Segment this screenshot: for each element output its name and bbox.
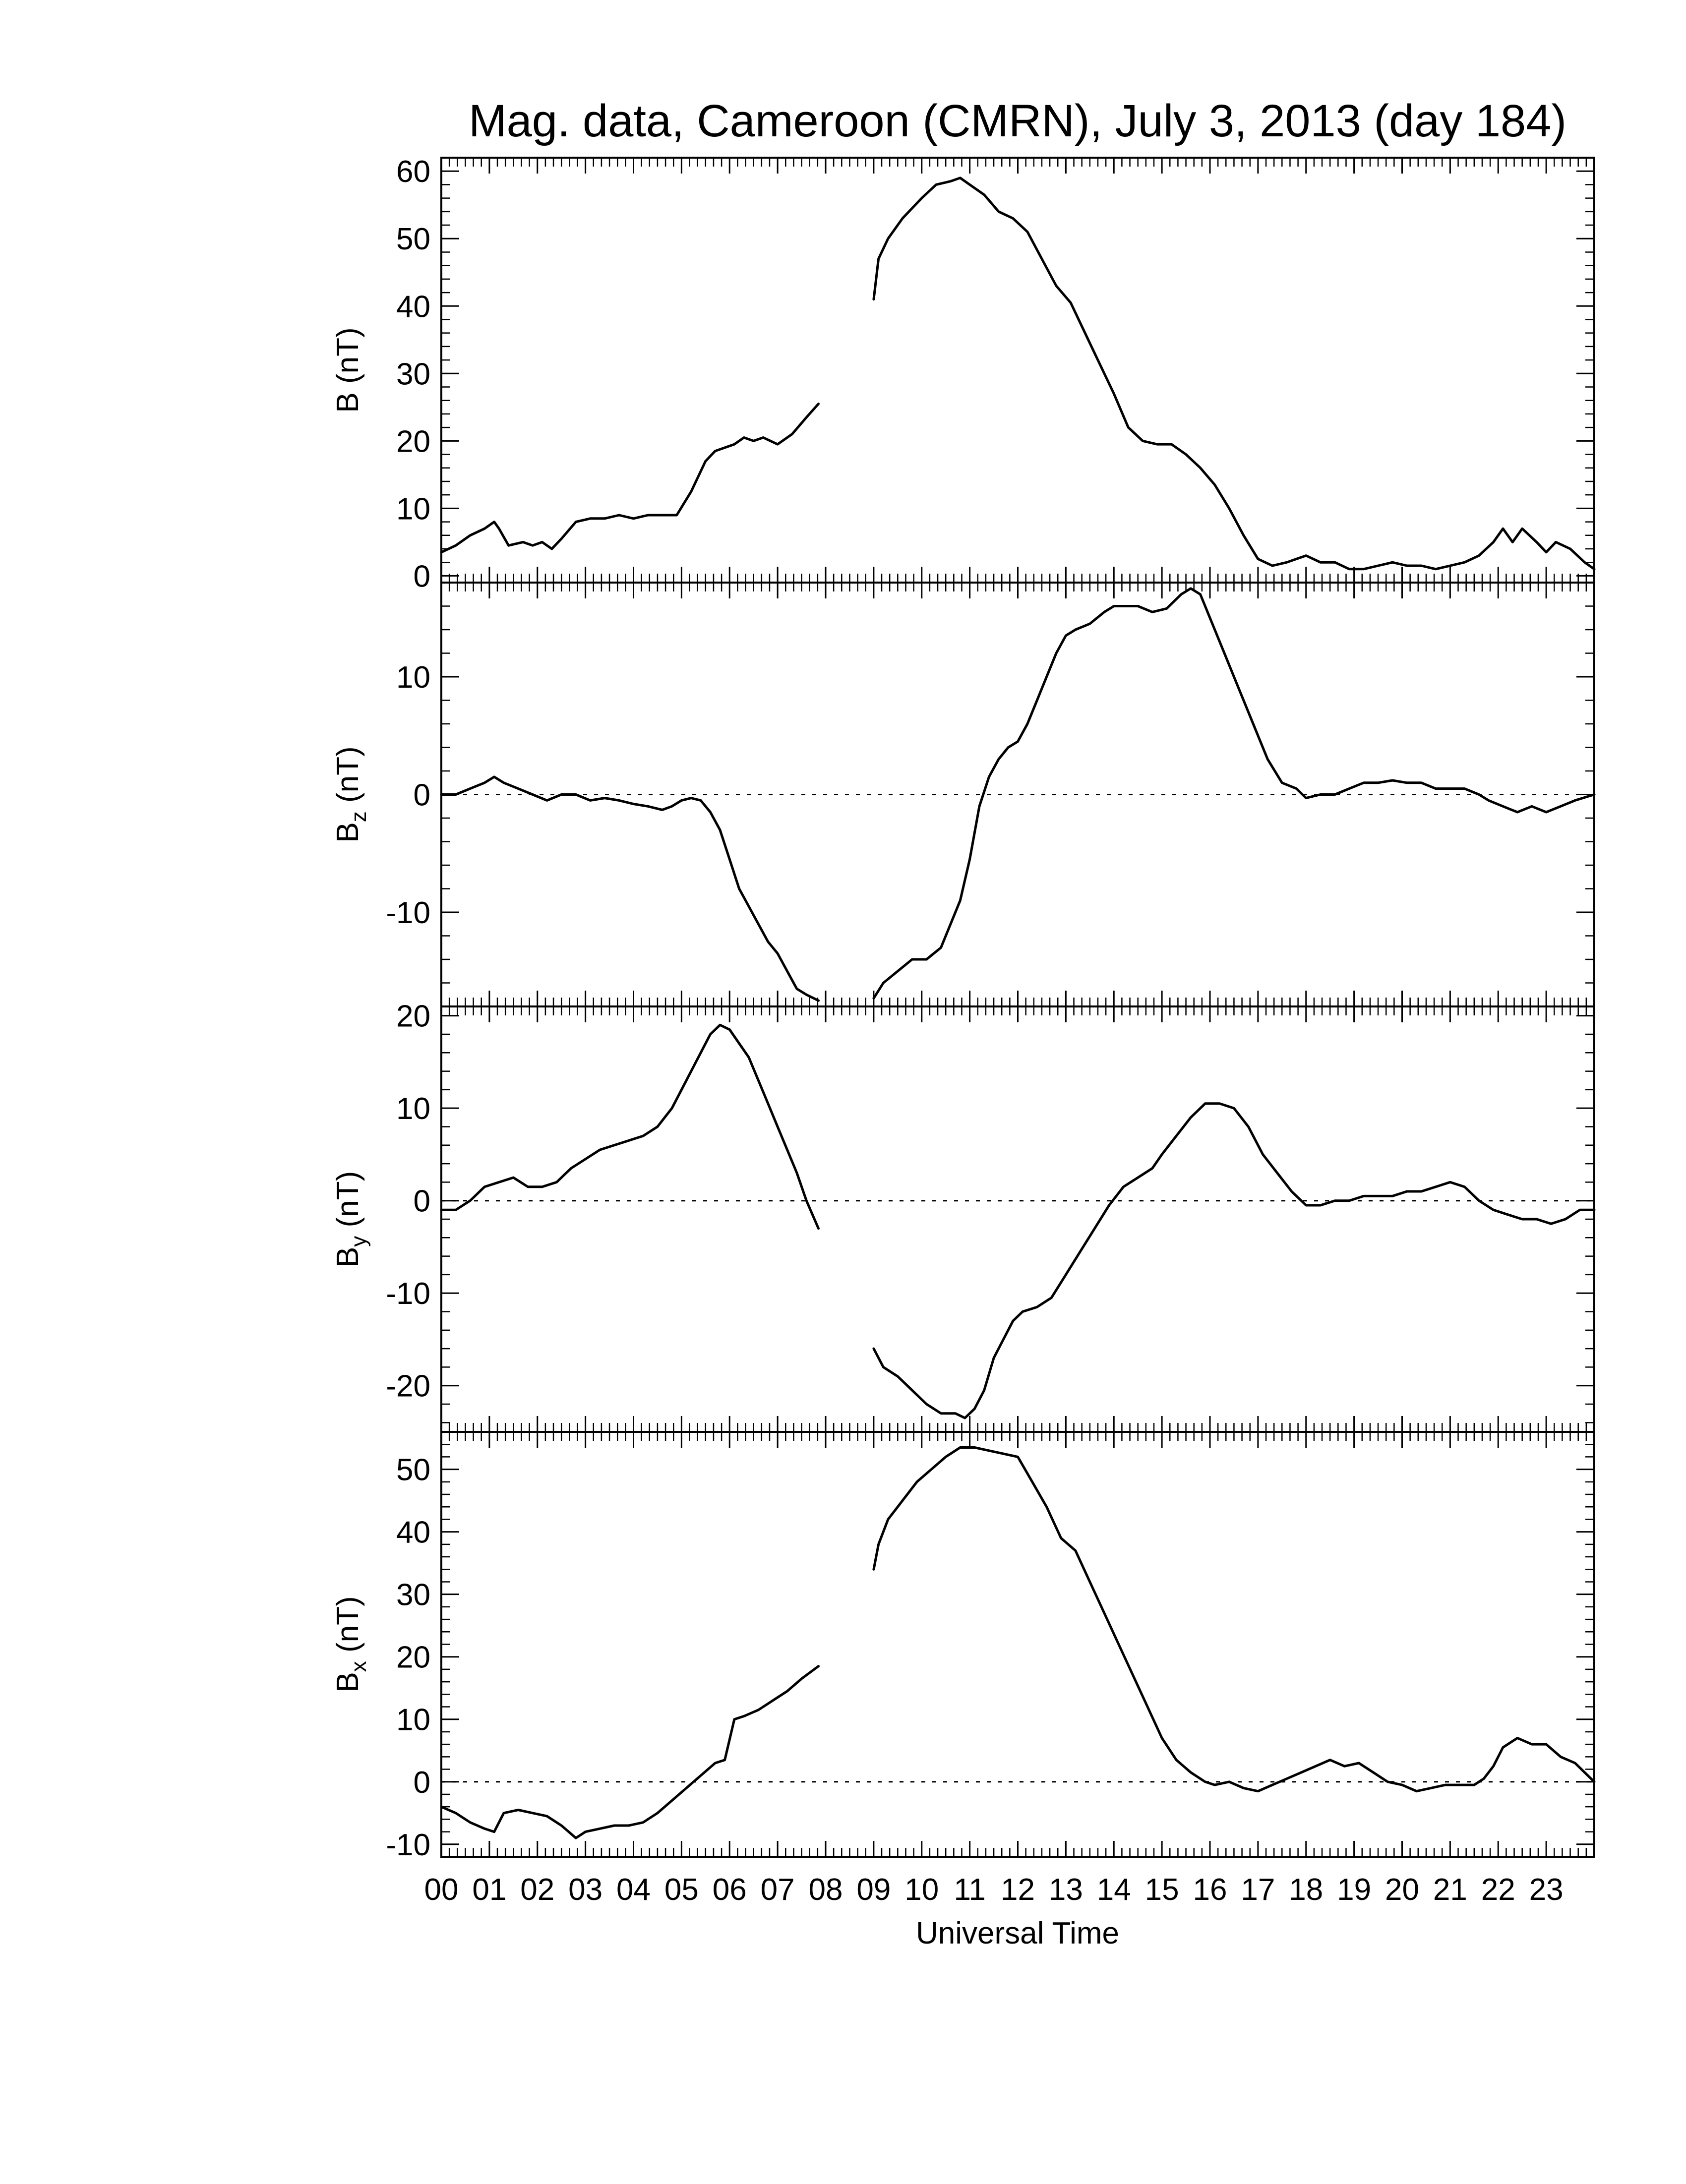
- y-label-main: B: [331, 1247, 365, 1267]
- series-line-By-2: [872, 1102, 1596, 1419]
- panel-By: -20 -10 0 10 20 By (nT): [331, 1000, 1596, 1433]
- x-tick-label: 06: [713, 1873, 747, 1907]
- y-label-unit: (nT): [331, 746, 365, 811]
- x-tick-label: 08: [809, 1873, 843, 1907]
- y-label-unit: (nT): [331, 327, 365, 392]
- series-line-Bx-1: [440, 1665, 820, 1839]
- y-axis-label: Bx (nT): [331, 1596, 371, 1692]
- x-tick-label: 19: [1337, 1873, 1371, 1907]
- y-tick-label: 20: [396, 1641, 430, 1675]
- x-tick-label: 10: [904, 1873, 939, 1907]
- y-tick-label: 30: [396, 1578, 430, 1612]
- x-tick-label: 17: [1241, 1873, 1275, 1907]
- y-tick-label: 0: [414, 1184, 430, 1219]
- y-tick-label: 20: [396, 424, 430, 459]
- y-axis-label: B (nT): [331, 327, 365, 413]
- y-tick-label: 0: [414, 559, 430, 593]
- panel-Bz: -10 0 10 Bz (nT): [331, 582, 1596, 1007]
- x-tick-label: 23: [1529, 1873, 1564, 1907]
- x-tick-label: 22: [1481, 1873, 1515, 1907]
- panel-frame: [440, 1005, 1595, 1433]
- x-tick-label: 01: [472, 1873, 506, 1907]
- y-label-sub: z: [347, 811, 371, 822]
- x-tick-label: 02: [520, 1873, 554, 1907]
- y-axis-label: By (nT): [331, 1171, 371, 1267]
- chart-title: Mag. data, Cameroon (CMRN), July 3, 2013…: [469, 96, 1566, 146]
- x-tick-label: 03: [568, 1873, 602, 1907]
- y-tick-label: 10: [396, 492, 430, 526]
- series-line-Bx-2: [872, 1446, 1596, 1793]
- panel-Bx: -10 0 10 20 30 40 50 Bx (nT): [331, 1431, 1596, 1862]
- y-label-unit: (nT): [331, 1171, 365, 1236]
- y-label-main: B: [331, 392, 365, 413]
- y-tick-label: 40: [396, 290, 430, 324]
- x-tick-label: 13: [1049, 1873, 1083, 1907]
- y-axis-label: Bz (nT): [331, 746, 371, 842]
- series-line-By-1: [440, 1023, 820, 1230]
- y-tick-label: 30: [396, 357, 430, 391]
- y-label-unit: (nT): [331, 1596, 365, 1661]
- y-tick-label: 10: [396, 1703, 430, 1737]
- series-line-B-2: [872, 177, 1596, 571]
- y-tick-label: 40: [396, 1516, 430, 1550]
- y-label-main: B: [331, 1672, 365, 1692]
- y-label-main: B: [331, 822, 365, 842]
- x-tick-label: 11: [954, 1873, 985, 1907]
- y-tick-label: 0: [414, 1766, 430, 1800]
- x-tick-label: 14: [1097, 1873, 1131, 1907]
- x-tick-label: 04: [616, 1873, 651, 1907]
- y-tick-label: 50: [396, 222, 430, 256]
- y-tick-label: -10: [386, 1828, 430, 1862]
- y-tick-label: 60: [396, 155, 430, 189]
- x-axis-label: Universal Time: [916, 1916, 1119, 1950]
- x-tick-label: 21: [1433, 1873, 1467, 1907]
- series-line-Bz-2: [872, 587, 1596, 1000]
- y-label-sub: x: [347, 1661, 371, 1672]
- x-axis: 00 01 02 03 04 05 06 07 08 09 10 11 12 13 14 15 16 17 18 19…: [424, 1873, 1564, 1907]
- panel-frame: [440, 1431, 1595, 1858]
- y-tick-label: 10: [396, 1092, 430, 1126]
- series-line-Bz-1: [440, 775, 820, 1002]
- panels: 0 10 20 30 40 50 60 B (nT) -10 0 10 Bz (nT) -20 -10 0 1…: [331, 155, 1596, 1862]
- series-line-B-1: [440, 403, 820, 554]
- x-tick-label: 09: [856, 1873, 891, 1907]
- y-tick-label: 20: [396, 1000, 430, 1034]
- x-tick-label: 20: [1385, 1873, 1419, 1907]
- y-tick-label: 10: [396, 660, 430, 695]
- x-tick-label: 07: [761, 1873, 795, 1907]
- x-tick-label: 15: [1145, 1873, 1179, 1907]
- y-tick-label: -10: [386, 896, 430, 930]
- x-tick-label: 12: [1001, 1873, 1035, 1907]
- x-tick-label: 16: [1193, 1873, 1227, 1907]
- y-tick-label: -10: [386, 1277, 430, 1311]
- panel-frame: [440, 582, 1595, 1007]
- panel-B: 0 10 20 30 40 50 60 B (nT): [331, 155, 1596, 593]
- x-tick-label: 00: [424, 1873, 459, 1907]
- y-tick-label: -20: [386, 1369, 430, 1404]
- x-tick-label: 18: [1289, 1873, 1323, 1907]
- y-tick-label: 0: [414, 778, 430, 813]
- y-label-sub: y: [347, 1236, 371, 1247]
- x-tick-label: 05: [664, 1873, 699, 1907]
- y-tick-label: 50: [396, 1453, 430, 1487]
